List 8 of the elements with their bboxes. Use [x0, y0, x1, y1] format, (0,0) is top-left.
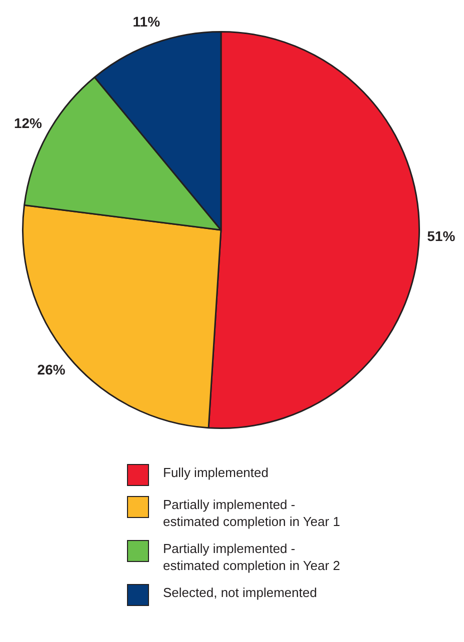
- data-label: 26%: [37, 361, 66, 378]
- legend-label: Partially implemented - estimated completion in Year 1: [163, 496, 342, 530]
- legend-label: Selected, not implemented: [163, 584, 318, 601]
- legend-label: Partially implemented - estimated completion in Year 2: [163, 540, 342, 574]
- data-label: 51%: [427, 228, 456, 244]
- data-label: 12%: [14, 114, 43, 131]
- legend-label: Fully implemented: [163, 464, 270, 481]
- data-label: 11%: [132, 14, 161, 30]
